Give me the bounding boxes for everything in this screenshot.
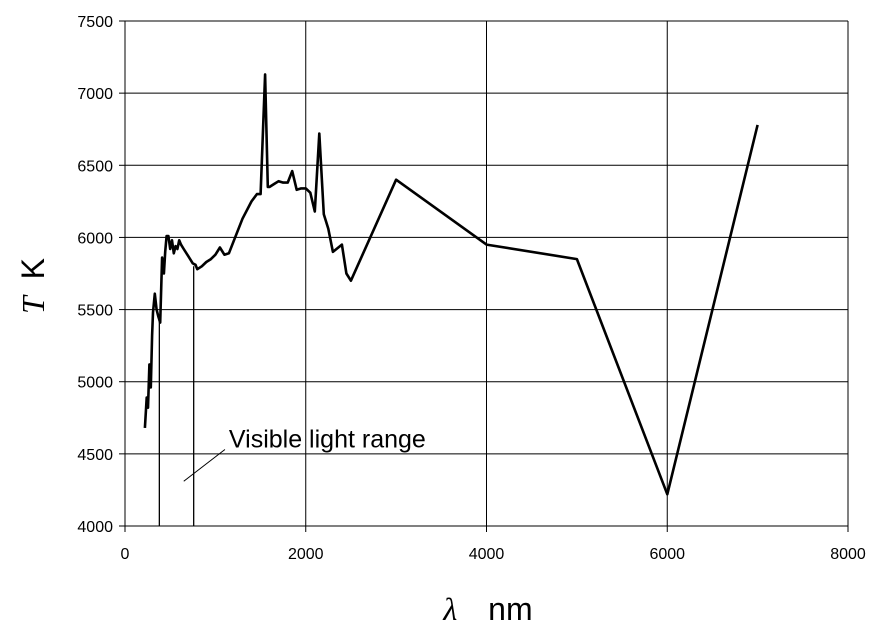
x-axis-unit: nm	[488, 591, 532, 622]
y-tick-label: 6500	[77, 158, 113, 175]
y-tick-label: 5500	[77, 303, 113, 320]
x-axis-label: λ nm	[442, 591, 532, 622]
x-tick-label: 2000	[288, 546, 324, 563]
annotation-leader-line	[183, 449, 226, 482]
x-tick-label: 4000	[469, 546, 505, 563]
y-tick-label: 4000	[77, 519, 113, 536]
x-axis-symbol: λ	[442, 591, 457, 622]
tick-labels: 4000 4500 5000 5500 6000 6500 7000 7500 0 2000 400…	[77, 14, 865, 563]
y-tick-label: 7000	[77, 86, 113, 103]
y-tick-label: 4500	[77, 447, 113, 464]
y-tick-label: 7500	[77, 14, 113, 31]
visible-range-markers	[158, 266, 195, 526]
y-tick-label: 5000	[77, 375, 113, 392]
x-tick-label: 6000	[649, 546, 685, 563]
y-tick-label: 6000	[77, 230, 113, 247]
y-axis-label: T K	[15, 258, 51, 314]
x-tick-label: 0	[121, 546, 130, 563]
y-axis-symbol: T	[15, 294, 51, 314]
y-axis-unit: K	[15, 258, 51, 279]
grid	[119, 20, 849, 532]
temperature-series-line	[143, 73, 759, 496]
annotation-visible-light-range: Visible light range	[229, 426, 426, 454]
x-tick-label: 8000	[830, 546, 866, 563]
